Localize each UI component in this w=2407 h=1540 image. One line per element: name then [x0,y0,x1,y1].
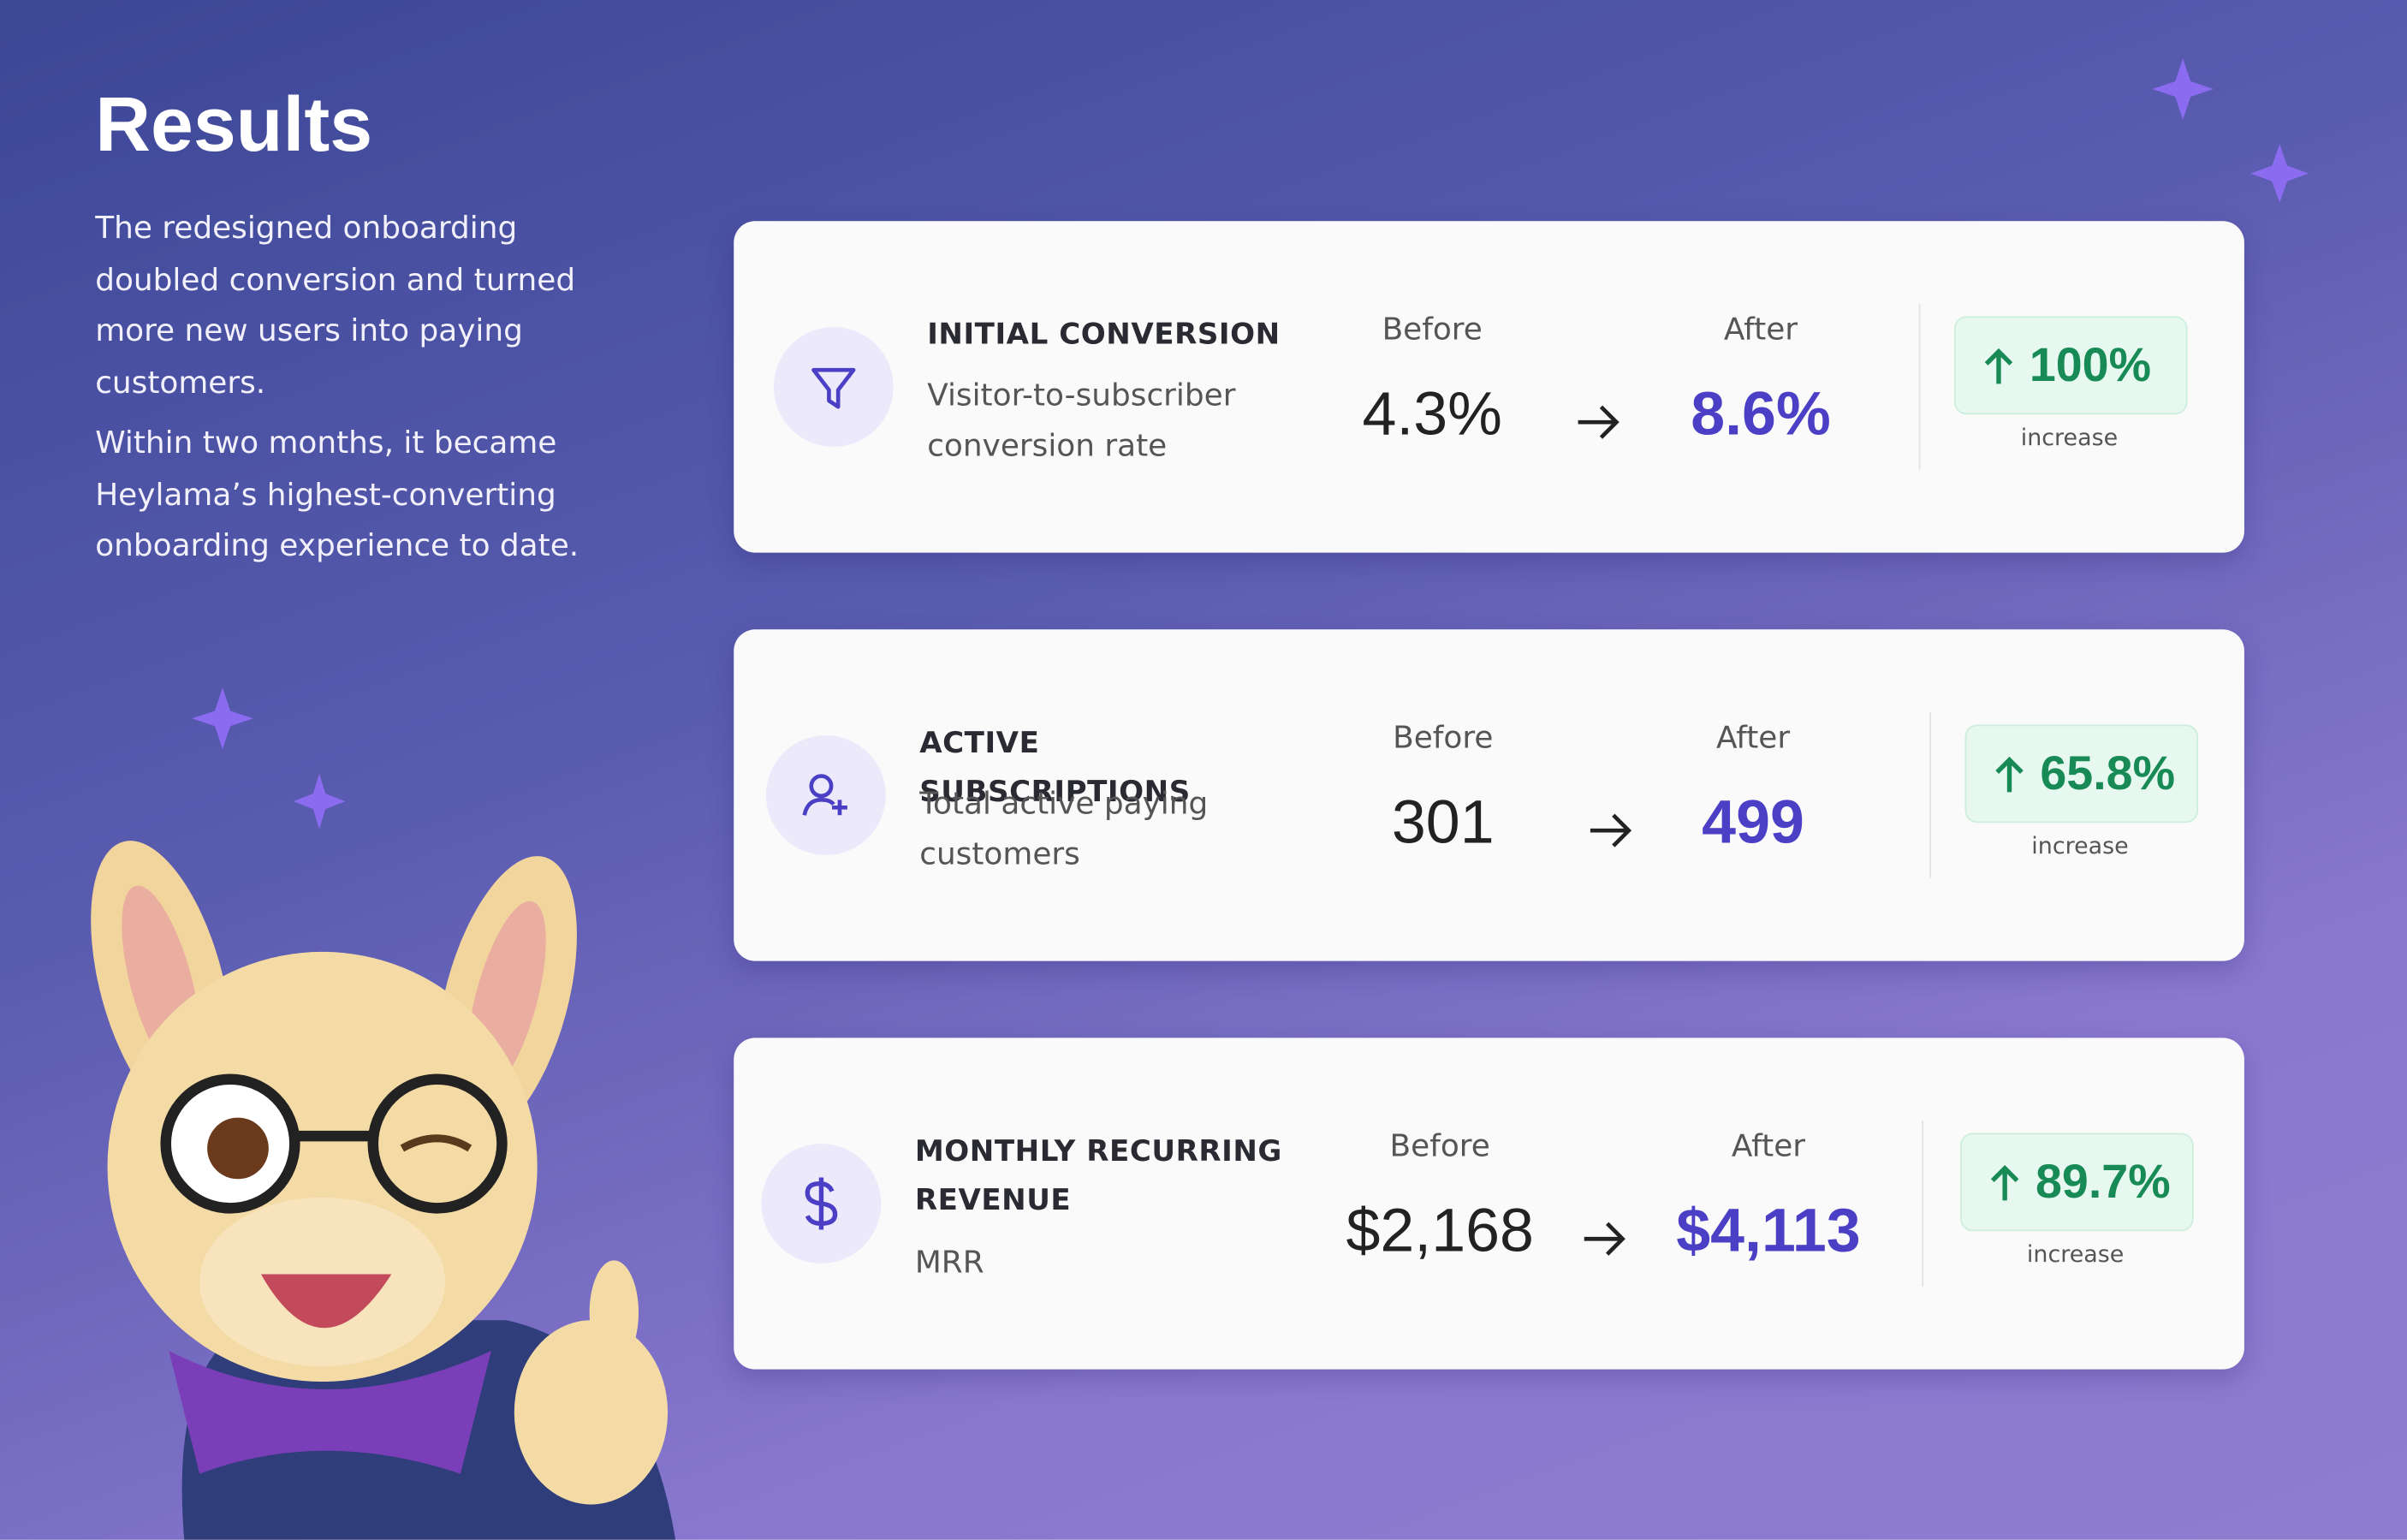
arrow-glyph [1590,813,1632,847]
after-label: After [1731,1127,1806,1164]
arrow [1575,402,1621,449]
after-value: $4,113 [1676,1197,1861,1265]
metric-card: INITIAL CONVERSION Visitor-to-subscriber … [734,221,2244,553]
divider [1922,1121,1924,1287]
metric-card: ACTIVE SUBSCRIPTIONS Total active paying … [734,629,2244,961]
change-badge: 65.8% [1964,724,2199,824]
intro: The redesigned onboarding doubled conver… [95,203,625,581]
icon-glyph [811,367,856,409]
metric-icon [761,1144,882,1264]
before-value: $2,168 [1346,1197,1534,1265]
change-label: increase [2020,423,2119,452]
before-value: 301 [1391,788,1495,857]
arrow-glyph [1578,405,1620,439]
icon-glyph [805,1177,838,1230]
up-arrow [1990,1164,2019,1201]
after-label: After [1723,310,1798,348]
after-value: 499 [1702,788,1804,857]
change-label: increase [2031,832,2129,860]
metric-icon [773,326,894,447]
metric-title: INITIAL CONVERSION [927,318,1281,352]
change-label: increase [2026,1240,2125,1269]
metric-card: MONTHLY RECURRING REVENUE MRR Before $2,168… [734,1038,2244,1370]
intro-paragraph: Within two months, it became Heylama’s h… [95,423,579,564]
change-value: 65.8% [2040,746,2176,800]
arrow [1588,811,1634,857]
divider [1918,304,1921,470]
divider [1929,712,1932,878]
icon-glyph [802,774,847,816]
before-value: 4.3% [1362,380,1502,449]
metric-title: MONTHLY RECURRING REVENUE [914,1134,1282,1218]
arrow [1582,1219,1628,1265]
before-label: Before [1382,310,1483,348]
up-arrow [1984,348,2013,384]
change-value: 89.7% [2036,1154,2171,1209]
llama-illustration [91,841,676,1540]
before-label: Before [1389,1127,1490,1164]
change-badge: 89.7% [1960,1133,2194,1232]
change-value: 100% [2029,337,2152,392]
up-arrow [1995,756,2024,793]
metric-icon [765,735,886,855]
metric-subtitle: MRR [914,1243,984,1281]
metric-title: ACTIVE SUBSCRIPTIONS [919,726,1191,810]
title: Results [95,81,373,168]
intro-paragraph: The redesigned onboarding doubled conver… [95,208,576,401]
metric-subtitle: Total active paying customers [919,784,1209,872]
arrow-glyph [1584,1222,1626,1256]
before-label: Before [1393,718,1494,756]
after-label: After [1715,718,1791,756]
change-badge: 100% [1953,316,2188,415]
after-value: 8.6% [1691,380,1831,449]
metric-subtitle: Visitor-to-subscriber conversion rate [927,376,1236,464]
